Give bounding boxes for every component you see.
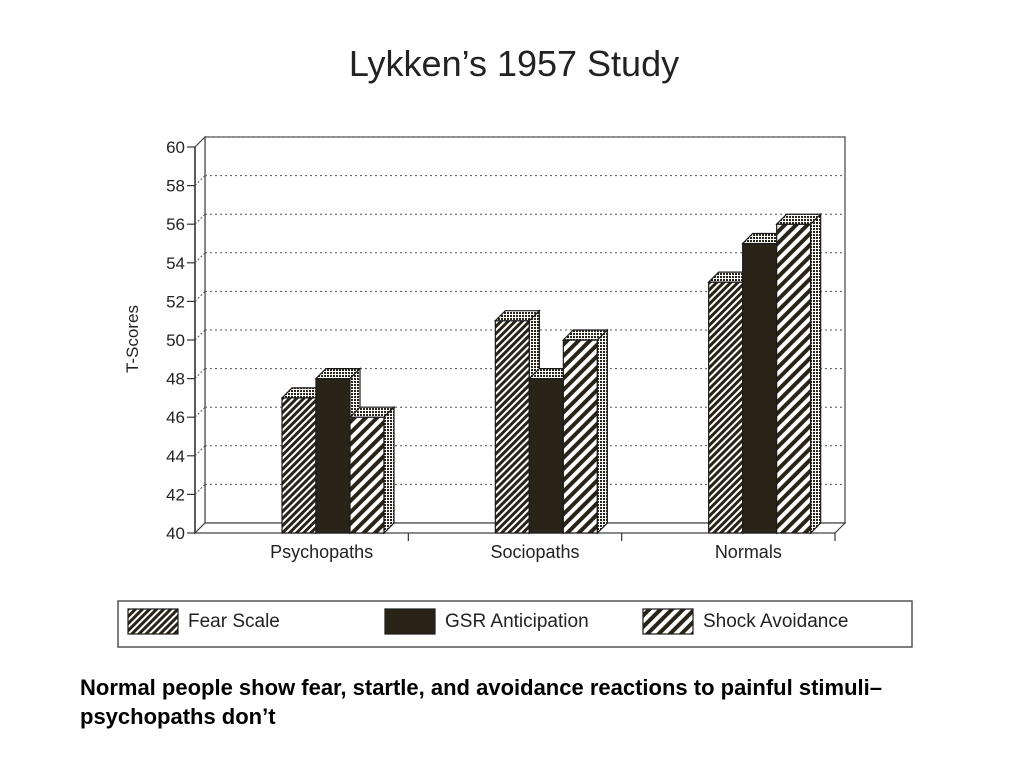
y-tick-label: 48: [166, 370, 185, 389]
left-wall: [194, 135, 206, 535]
bar-side: [810, 212, 822, 535]
legend-swatch: [127, 608, 179, 635]
bar-front: [708, 281, 744, 534]
plot-area: 40 42 44 46 48 50 52 54 56 58 60 Psychopaths Sociopa…: [166, 135, 847, 562]
legend-item: Shock Avoidance: [642, 608, 848, 635]
x-category-label: Psychopaths: [270, 542, 373, 562]
bar-side: [596, 328, 608, 535]
y-tick-label: 40: [166, 524, 185, 543]
bar-front: [742, 242, 778, 534]
bar-front: [562, 339, 598, 534]
y-tick-label: 56: [166, 215, 185, 234]
bar-front: [349, 416, 385, 534]
y-tick-label: 42: [166, 485, 185, 504]
y-tick-label: 60: [166, 138, 185, 157]
legend-swatch: [642, 608, 694, 635]
y-tick-label: 54: [166, 254, 185, 273]
slide-caption: Normal people show fear, startle, and av…: [80, 675, 882, 729]
bar-front: [281, 397, 317, 534]
bar-front: [528, 378, 564, 534]
legend-swatch: [384, 608, 436, 635]
legend-item: GSR Anticipation: [384, 608, 589, 635]
chart-title: Lykken’s 1957 Study: [349, 43, 679, 84]
bar: [348, 405, 396, 535]
y-tick-label: 58: [166, 177, 185, 196]
x-category-label: Sociopaths: [490, 542, 579, 562]
legend: Fear Scale GSR Anticipation Shock Avoidanc…: [117, 600, 913, 648]
y-axis-label: T-Scores: [123, 305, 142, 373]
legend-label: GSR Anticipation: [445, 611, 589, 632]
legend-label: Fear Scale: [188, 611, 280, 632]
bar-front: [315, 378, 351, 534]
bar: [775, 212, 823, 535]
bar-side: [383, 405, 395, 535]
legend-label: Shock Avoidance: [703, 611, 848, 632]
bar: [561, 328, 609, 535]
legend-box: [117, 600, 913, 648]
bar-front: [776, 223, 812, 534]
legend-item: Fear Scale: [127, 608, 280, 635]
bar-front: [494, 320, 530, 534]
y-tick-label: 50: [166, 331, 185, 350]
y-tick-label: 52: [166, 292, 185, 311]
y-tick-label: 44: [166, 447, 185, 466]
y-tick-label: 46: [166, 408, 185, 427]
x-category-label: Normals: [715, 542, 782, 562]
